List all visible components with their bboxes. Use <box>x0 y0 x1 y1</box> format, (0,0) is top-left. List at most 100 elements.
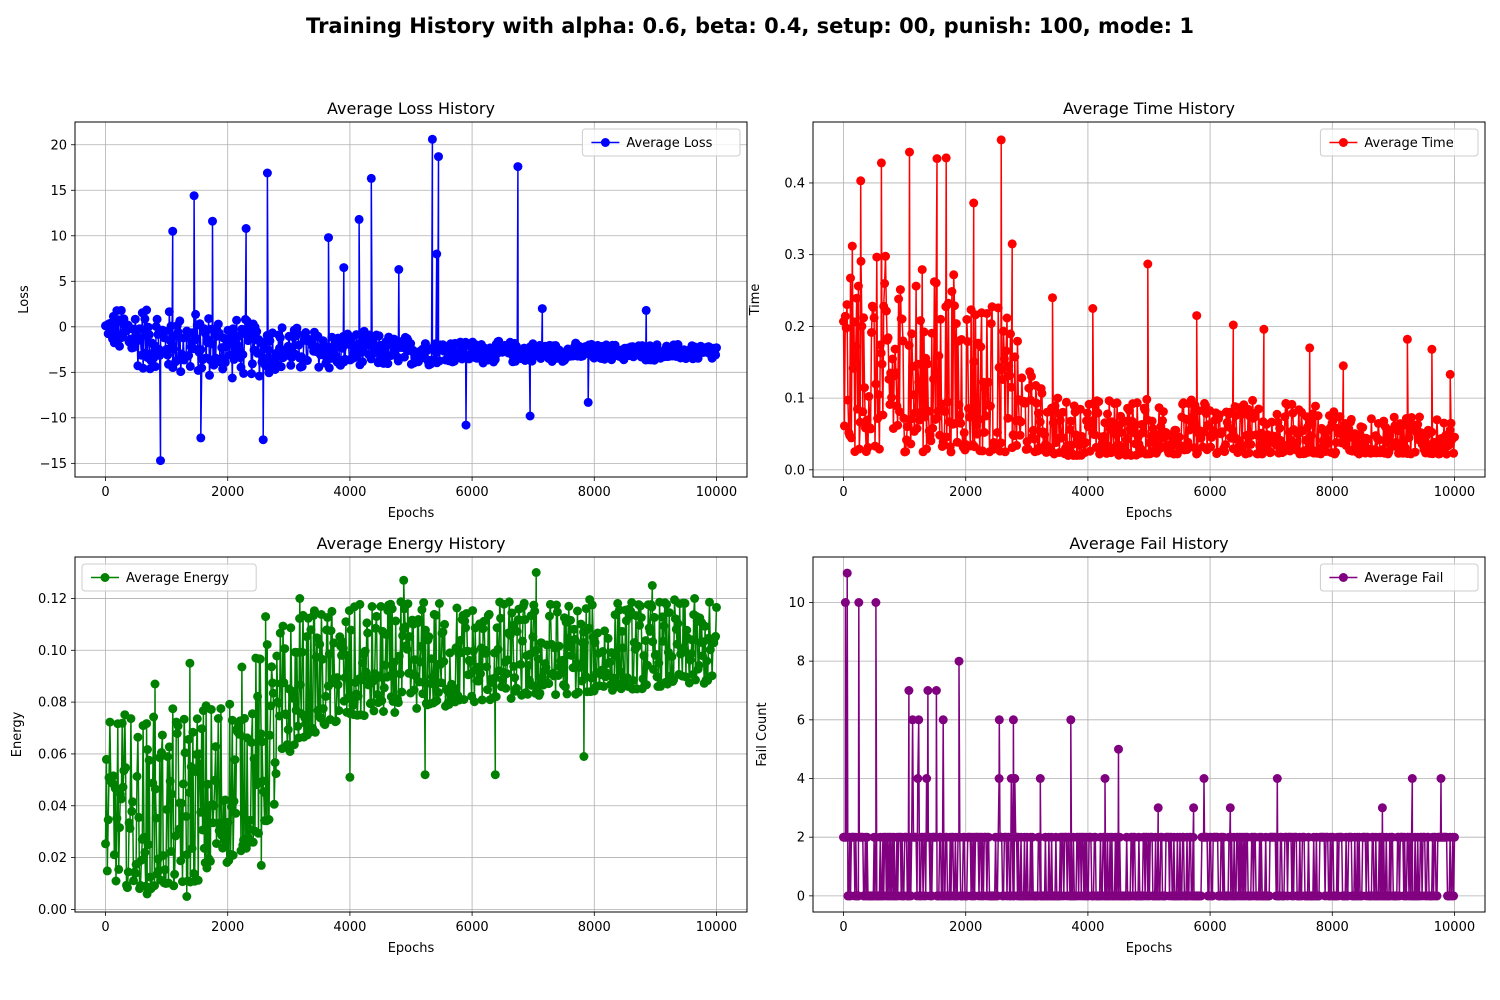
data-point <box>946 447 956 457</box>
data-point <box>490 673 500 683</box>
data-point <box>258 435 268 445</box>
data-point <box>362 618 372 628</box>
data-point <box>379 683 389 693</box>
data-point <box>286 360 296 370</box>
data-point <box>112 813 122 823</box>
data-point <box>839 421 849 431</box>
data-point <box>994 774 1004 783</box>
data-point <box>1006 329 1015 339</box>
data-point <box>102 866 112 876</box>
data-point <box>383 359 393 369</box>
data-point <box>461 420 471 430</box>
data-point <box>399 352 409 362</box>
data-point <box>712 343 721 353</box>
x-tick-label: 2000 <box>211 920 244 935</box>
data-point <box>1028 425 1038 435</box>
data-point <box>355 599 365 609</box>
data-point <box>189 869 199 878</box>
data-point <box>1264 891 1274 901</box>
data-point <box>262 168 272 178</box>
y-tick-label: 0 <box>797 889 805 904</box>
data-point <box>1266 447 1276 457</box>
x-tick-label: 6000 <box>1194 920 1227 935</box>
data-point <box>980 384 990 394</box>
data-point <box>208 818 218 828</box>
data-point <box>1246 439 1256 449</box>
data-point <box>434 599 444 608</box>
data-point <box>114 864 124 874</box>
data-point <box>869 313 879 323</box>
data-point <box>1407 774 1417 783</box>
data-point <box>419 598 429 608</box>
legend-label: Average Energy <box>126 571 229 586</box>
y-tick-label: 4 <box>797 772 805 787</box>
data-point <box>911 281 921 291</box>
data-point <box>247 738 256 747</box>
series-group <box>101 134 721 466</box>
data-point <box>371 623 381 633</box>
data-point <box>934 351 944 361</box>
data-point <box>129 343 138 352</box>
data-point <box>933 406 943 416</box>
data-point <box>680 598 690 608</box>
data-point <box>481 648 491 658</box>
data-point <box>484 609 494 619</box>
data-point <box>590 638 600 648</box>
legend-marker <box>1338 138 1348 147</box>
data-point <box>506 694 516 703</box>
data-point <box>502 669 512 679</box>
data-point <box>1003 413 1013 423</box>
data-point <box>544 679 554 689</box>
data-point <box>1075 404 1085 414</box>
data-point <box>852 293 862 303</box>
data-point <box>926 436 936 446</box>
data-point <box>412 703 422 713</box>
data-point <box>234 729 244 739</box>
data-point <box>503 655 513 665</box>
x-axis-label: Epochs <box>388 506 435 521</box>
data-point <box>329 638 339 648</box>
data-point <box>1012 440 1022 450</box>
x-tick-label: 2000 <box>211 485 244 500</box>
data-point <box>605 657 615 667</box>
data-point <box>894 294 904 304</box>
data-point <box>1048 418 1058 428</box>
data-point <box>398 631 408 641</box>
data-point <box>194 749 204 759</box>
data-point <box>557 666 567 676</box>
legend: Average Fail <box>1319 563 1479 592</box>
data-point <box>108 771 118 781</box>
data-point <box>274 698 284 708</box>
data-point <box>985 401 995 411</box>
y-axis-label: Fail Count <box>755 702 770 766</box>
data-point <box>282 710 291 720</box>
data-point <box>254 828 263 838</box>
data-point <box>162 805 172 814</box>
data-point <box>237 662 247 672</box>
data-point <box>664 608 674 618</box>
data-point <box>198 825 208 835</box>
data-point <box>219 836 229 845</box>
data-point <box>228 850 238 860</box>
legend-label: Average Fail <box>1364 571 1443 586</box>
data-point <box>856 176 866 186</box>
data-point <box>942 432 952 442</box>
data-point <box>1338 361 1348 371</box>
y-tick-label: 15 <box>50 184 67 199</box>
y-tick-label: 0.10 <box>38 644 67 659</box>
data-point <box>642 680 651 690</box>
data-point <box>233 341 243 351</box>
data-point <box>1147 416 1157 426</box>
data-point <box>181 812 191 821</box>
data-point <box>405 632 415 642</box>
data-point <box>432 249 442 259</box>
data-point <box>420 625 430 635</box>
data-point <box>1311 401 1320 411</box>
data-point <box>193 875 203 885</box>
data-point <box>633 641 643 651</box>
data-point <box>512 627 522 636</box>
legend: Average Time <box>1319 128 1479 157</box>
data-point <box>1272 774 1282 783</box>
data-point <box>427 672 437 682</box>
